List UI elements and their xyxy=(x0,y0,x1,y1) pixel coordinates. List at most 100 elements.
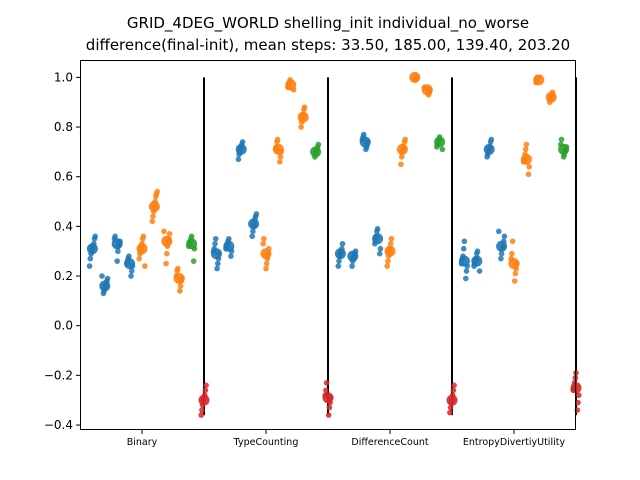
mean-marker xyxy=(322,392,334,404)
data-point xyxy=(228,253,234,259)
data-point xyxy=(525,171,532,178)
y-tick-label: 0.6 xyxy=(54,170,73,184)
data-point xyxy=(496,228,502,235)
data-point xyxy=(274,136,281,143)
mean-marker xyxy=(173,273,185,285)
data-point xyxy=(149,218,156,225)
data-point xyxy=(336,258,342,264)
data-point xyxy=(175,265,181,272)
chart-title: GRID_4DEG_WORLD shelling_init individual… xyxy=(127,14,529,33)
mean-marker xyxy=(111,238,123,250)
mean-marker xyxy=(285,79,297,91)
mean-marker xyxy=(124,258,136,270)
data-point xyxy=(239,139,246,145)
mean-marker xyxy=(198,394,210,406)
data-point xyxy=(215,260,221,267)
data-point xyxy=(376,250,383,257)
mean-marker xyxy=(471,255,483,267)
data-point xyxy=(509,250,515,257)
data-point xyxy=(154,188,160,195)
data-point xyxy=(112,233,118,240)
data-point xyxy=(361,131,367,138)
data-point xyxy=(512,270,519,277)
data-point xyxy=(509,238,516,245)
mean-marker xyxy=(148,201,160,213)
data-point xyxy=(339,240,346,247)
data-point xyxy=(261,235,267,242)
y-tick-label: 0.4 xyxy=(54,219,73,233)
data-point xyxy=(250,228,256,235)
mean-marker xyxy=(533,74,545,86)
data-point xyxy=(166,231,173,237)
y-tick-label: 0.2 xyxy=(54,269,73,283)
x-axis: Binary TypeCounting DifferenceCount Entropy… xyxy=(127,430,566,448)
mean-marker xyxy=(558,143,570,155)
data-point xyxy=(163,260,169,267)
mean-marker xyxy=(434,136,446,148)
y-axis: −0.4 −0.2 0.0 0.2 0.4 0.6 0.8 1.0 xyxy=(44,70,80,432)
data-point xyxy=(214,265,220,272)
data-point xyxy=(398,154,405,160)
data-point xyxy=(323,387,329,394)
mean-marker xyxy=(161,235,173,247)
mean-marker xyxy=(99,280,111,292)
data-point xyxy=(461,238,468,245)
mean-marker xyxy=(334,248,346,260)
data-point xyxy=(188,233,195,240)
data-point xyxy=(235,156,242,163)
y-tick-label: 1.0 xyxy=(54,70,73,84)
plot-frame xyxy=(80,60,576,430)
data-point xyxy=(263,265,269,272)
data-point xyxy=(203,382,209,389)
data-point xyxy=(164,250,170,257)
data-point xyxy=(326,404,333,411)
data-point xyxy=(447,404,454,411)
data-point xyxy=(212,235,219,242)
x-tick-label: DifferenceCount xyxy=(351,437,428,448)
data-point xyxy=(463,268,470,274)
mean-marker xyxy=(372,233,384,245)
mean-marker xyxy=(520,153,532,165)
data-point xyxy=(349,263,355,269)
data-point xyxy=(99,273,105,279)
data-point xyxy=(114,258,120,264)
plot-area xyxy=(86,71,582,418)
data-point xyxy=(474,248,481,255)
data-point xyxy=(501,233,508,240)
x-tick-label: EntropyDivertiyUtility xyxy=(463,437,566,448)
data-point xyxy=(136,255,142,262)
data-point xyxy=(498,250,505,257)
mean-marker xyxy=(483,143,495,155)
data-point xyxy=(277,159,283,165)
data-point xyxy=(263,260,270,267)
data-point xyxy=(253,211,260,217)
data-point xyxy=(142,263,148,269)
data-point xyxy=(439,146,446,153)
data-point xyxy=(460,245,467,252)
mean-marker xyxy=(446,394,458,406)
data-point xyxy=(398,161,404,168)
data-point xyxy=(86,263,93,269)
data-point xyxy=(388,235,395,242)
mean-marker xyxy=(297,111,309,123)
data-point xyxy=(447,409,453,416)
mean-marker xyxy=(409,71,421,83)
mean-marker xyxy=(260,248,272,260)
data-point xyxy=(476,268,483,274)
data-point xyxy=(202,387,209,394)
data-point xyxy=(177,288,183,294)
mean-marker xyxy=(210,248,222,260)
data-point xyxy=(190,258,197,264)
data-point xyxy=(384,263,391,269)
data-point xyxy=(387,240,394,247)
data-point xyxy=(511,278,518,284)
x-tick-label: TypeCounting xyxy=(233,437,299,448)
data-point xyxy=(140,233,147,240)
mean-marker xyxy=(396,143,408,155)
y-tick-label: −0.4 xyxy=(44,418,73,432)
data-point xyxy=(498,255,504,262)
mean-marker xyxy=(359,136,371,148)
mean-marker xyxy=(384,245,396,257)
y-tick-label: 0.8 xyxy=(54,120,73,134)
